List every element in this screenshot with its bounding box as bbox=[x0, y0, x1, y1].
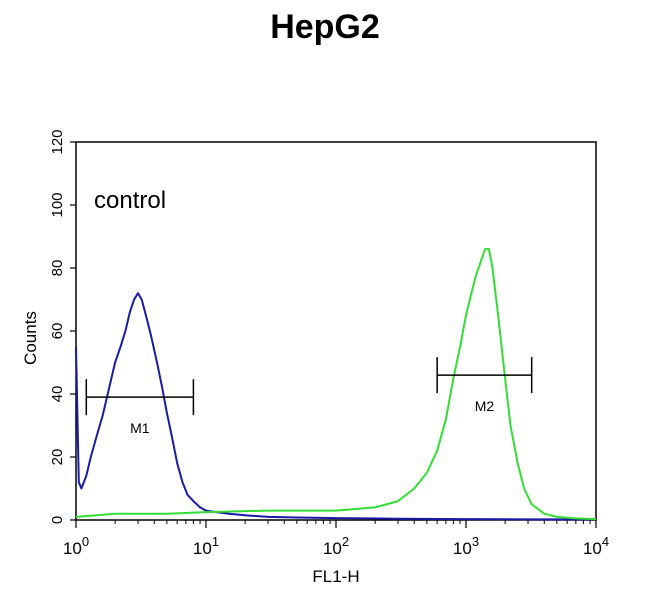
x-tick-exponent: 1 bbox=[212, 534, 219, 549]
x-tick-exponent: 3 bbox=[472, 534, 479, 549]
y-axis: 0 20 40 60 80 100 120 bbox=[49, 129, 76, 524]
marker-label: M1 bbox=[130, 420, 150, 436]
y-tick-label: 120 bbox=[49, 129, 66, 154]
series-line-1 bbox=[75, 292, 596, 521]
marker-label: M2 bbox=[475, 398, 495, 414]
x-axis: 100 101 102 103 104 bbox=[63, 520, 609, 558]
y-tick-label: 60 bbox=[49, 323, 66, 340]
y-tick-label: 20 bbox=[49, 449, 66, 466]
x-tick-base: 10 bbox=[323, 539, 342, 558]
chart-title: HepG2 bbox=[270, 8, 380, 46]
y-tick-label: 40 bbox=[49, 386, 66, 403]
x-tick-label: 102 bbox=[323, 534, 349, 558]
x-tick-label: 103 bbox=[453, 534, 479, 558]
y-axis-label: Counts bbox=[21, 311, 40, 365]
x-tick-base: 10 bbox=[193, 539, 212, 558]
x-tick-base: 10 bbox=[63, 539, 82, 558]
x-tick-exponent: 4 bbox=[602, 534, 609, 549]
y-tick-label: 0 bbox=[49, 516, 66, 524]
x-tick-label: 104 bbox=[583, 534, 609, 558]
x-axis-label: FL1-H bbox=[312, 567, 359, 586]
x-tick-exponent: 2 bbox=[342, 534, 349, 549]
x-tick-base: 10 bbox=[453, 539, 472, 558]
y-tick-label: 80 bbox=[49, 260, 66, 277]
marker-layer: M1 M2 bbox=[85, 357, 533, 436]
control-annotation: control bbox=[94, 187, 166, 214]
series-layer bbox=[75, 248, 597, 521]
x-tick-exponent: 0 bbox=[82, 534, 89, 549]
x-tick-label: 101 bbox=[193, 534, 219, 558]
series-line-2 bbox=[75, 248, 597, 521]
y-tick-label: 100 bbox=[49, 192, 66, 217]
x-tick-base: 10 bbox=[583, 539, 602, 558]
x-tick-label: 100 bbox=[63, 534, 89, 558]
